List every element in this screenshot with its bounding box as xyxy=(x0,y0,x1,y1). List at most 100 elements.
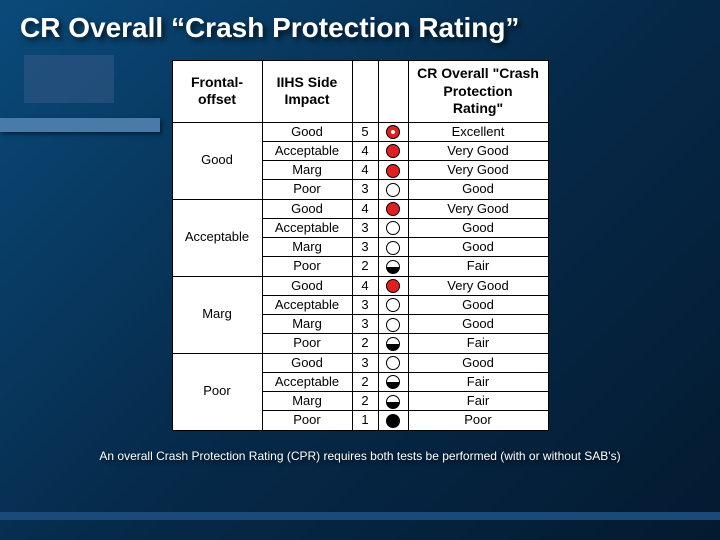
rating-cell: Fair xyxy=(408,334,548,353)
side-cell: Acceptable xyxy=(262,141,352,160)
side-cell: Marg xyxy=(262,315,352,334)
header-overall: CR Overall "CrashProtection Rating" xyxy=(408,61,548,123)
rating-cell: Very Good xyxy=(408,276,548,295)
rating-circle-icon xyxy=(386,375,400,389)
score-cell: 3 xyxy=(352,315,378,334)
score-cell: 2 xyxy=(352,372,378,391)
side-cell: Poor xyxy=(262,257,352,276)
circle-cell xyxy=(378,141,408,160)
rating-circle-icon xyxy=(386,356,400,370)
header-frontal: Frontal-offset xyxy=(172,61,262,123)
side-cell: Good xyxy=(262,353,352,372)
table-header-row: Frontal-offset IIHS SideImpact CR Overal… xyxy=(172,61,548,123)
frontal-cell: Poor xyxy=(172,353,262,430)
circle-cell xyxy=(378,199,408,218)
circle-cell xyxy=(378,122,408,141)
circle-cell xyxy=(378,238,408,257)
side-cell: Good xyxy=(262,276,352,295)
score-cell: 5 xyxy=(352,122,378,141)
rating-cell: Fair xyxy=(408,392,548,411)
footer-bar xyxy=(0,512,720,520)
header-side: IIHS SideImpact xyxy=(262,61,352,123)
circle-cell xyxy=(378,372,408,391)
rating-circle-icon xyxy=(386,144,400,158)
circle-cell xyxy=(378,161,408,180)
side-cell: Acceptable xyxy=(262,372,352,391)
side-cell: Poor xyxy=(262,334,352,353)
side-cell: Poor xyxy=(262,180,352,199)
rating-cell: Fair xyxy=(408,372,548,391)
table-row: GoodGood5Excellent xyxy=(172,122,548,141)
rating-circle-icon xyxy=(386,183,400,197)
circle-cell xyxy=(378,295,408,314)
rating-cell: Excellent xyxy=(408,122,548,141)
rating-circle-icon xyxy=(386,260,400,274)
side-cell: Marg xyxy=(262,238,352,257)
rating-cell: Very Good xyxy=(408,161,548,180)
rating-circle-icon xyxy=(386,202,400,216)
rating-cell: Good xyxy=(408,315,548,334)
circle-cell xyxy=(378,353,408,372)
score-cell: 2 xyxy=(352,392,378,411)
rating-cell: Very Good xyxy=(408,199,548,218)
rating-cell: Good xyxy=(408,353,548,372)
rating-circle-icon xyxy=(386,279,400,293)
score-cell: 3 xyxy=(352,218,378,237)
circle-cell xyxy=(378,257,408,276)
side-cell: Good xyxy=(262,199,352,218)
circle-cell xyxy=(378,411,408,430)
score-cell: 3 xyxy=(352,238,378,257)
score-cell: 3 xyxy=(352,180,378,199)
rating-circle-icon xyxy=(386,298,400,312)
rating-cell: Very Good xyxy=(408,141,548,160)
frontal-cell: Marg xyxy=(172,276,262,353)
rating-circle-icon xyxy=(386,414,400,428)
circle-cell xyxy=(378,218,408,237)
rating-circle-icon xyxy=(386,164,400,178)
circle-cell xyxy=(378,276,408,295)
frontal-cell: Good xyxy=(172,122,262,199)
rating-cell: Good xyxy=(408,218,548,237)
circle-cell xyxy=(378,392,408,411)
frontal-cell: Acceptable xyxy=(172,199,262,276)
circle-cell xyxy=(378,315,408,334)
circle-cell xyxy=(378,180,408,199)
slide-title: CR Overall “Crash Protection Rating” xyxy=(0,0,720,52)
rating-cell: Fair xyxy=(408,257,548,276)
circle-cell xyxy=(378,334,408,353)
rating-cell: Good xyxy=(408,180,548,199)
score-cell: 2 xyxy=(352,257,378,276)
score-cell: 3 xyxy=(352,295,378,314)
score-cell: 2 xyxy=(352,334,378,353)
table-body: GoodGood5ExcellentAcceptable4Very GoodMa… xyxy=(172,122,548,430)
score-cell: 3 xyxy=(352,353,378,372)
rating-circle-icon xyxy=(386,221,400,235)
rating-circle-icon xyxy=(386,395,400,409)
side-cell: Marg xyxy=(262,392,352,411)
rating-circle-icon xyxy=(386,125,400,139)
score-cell: 4 xyxy=(352,141,378,160)
side-cell: Acceptable xyxy=(262,218,352,237)
score-cell: 4 xyxy=(352,161,378,180)
side-cell: Poor xyxy=(262,411,352,430)
rating-circle-icon xyxy=(386,337,400,351)
rating-cell: Good xyxy=(408,238,548,257)
score-cell: 4 xyxy=(352,276,378,295)
table-row: MargGood4Very Good xyxy=(172,276,548,295)
rating-cell: Poor xyxy=(408,411,548,430)
rating-circle-icon xyxy=(386,241,400,255)
header-num xyxy=(352,61,378,123)
rating-table: Frontal-offset IIHS SideImpact CR Overal… xyxy=(172,60,549,431)
side-cell: Good xyxy=(262,122,352,141)
table-row: PoorGood3Good xyxy=(172,353,548,372)
table-row: AcceptableGood4Very Good xyxy=(172,199,548,218)
table-container: Frontal-offset IIHS SideImpact CR Overal… xyxy=(0,60,720,431)
header-circle xyxy=(378,61,408,123)
score-cell: 4 xyxy=(352,199,378,218)
rating-circle-icon xyxy=(386,318,400,332)
rating-cell: Good xyxy=(408,295,548,314)
score-cell: 1 xyxy=(352,411,378,430)
side-cell: Acceptable xyxy=(262,295,352,314)
footnote: An overall Crash Protection Rating (CPR)… xyxy=(0,449,720,463)
side-cell: Marg xyxy=(262,161,352,180)
